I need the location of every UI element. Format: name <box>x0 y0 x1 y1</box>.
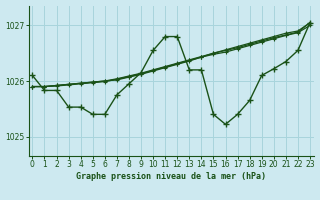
X-axis label: Graphe pression niveau de la mer (hPa): Graphe pression niveau de la mer (hPa) <box>76 172 266 181</box>
